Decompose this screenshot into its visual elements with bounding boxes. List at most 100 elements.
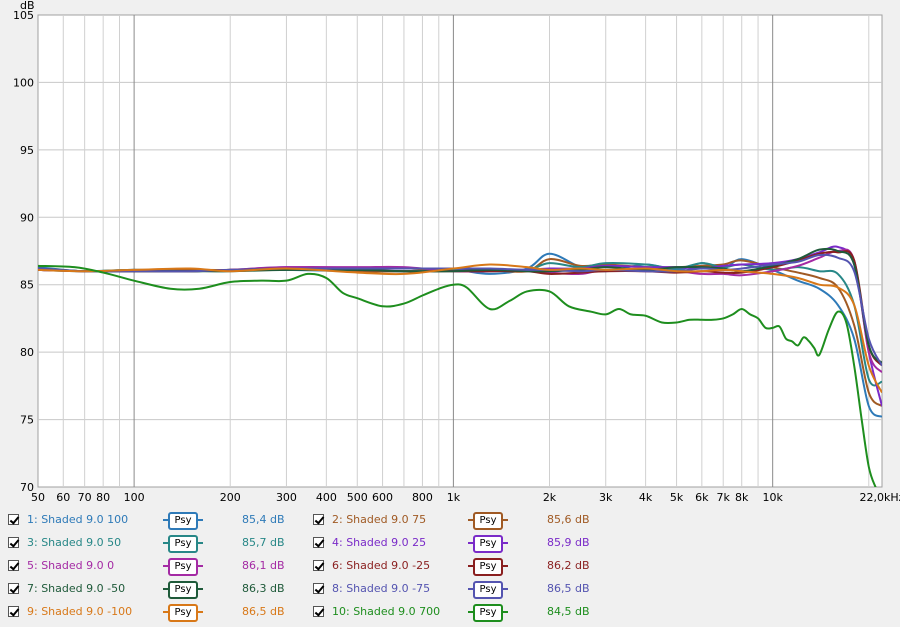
series-visibility-checkbox[interactable]: [313, 606, 324, 617]
x-tick-label: 2k: [543, 491, 557, 504]
legend-item: 6: Shaded 9.0 -25 Psy 86,2 dB: [313, 557, 613, 576]
legend-item: 9: Shaded 9.0 -100 Psy 86,5 dB: [8, 603, 308, 622]
psy-label: Psy: [473, 558, 503, 576]
y-tick-label: 100: [13, 76, 34, 89]
psy-smoothing-button[interactable]: Psy: [468, 558, 508, 576]
series-layer: [38, 245, 882, 487]
x-tick-label: 400: [316, 491, 337, 504]
psy-smoothing-button[interactable]: Psy: [163, 558, 203, 576]
series-visibility-checkbox[interactable]: [8, 583, 19, 594]
y-tick-label: 105: [13, 9, 34, 22]
x-tick-label: 80: [96, 491, 110, 504]
legend-series-name: 9: Shaded 9.0 -100: [27, 605, 133, 618]
legend-series-value: 85,7 dB: [242, 536, 285, 549]
plot-background: [37, 14, 883, 488]
psy-smoothing-button[interactable]: Psy: [468, 535, 508, 553]
series-visibility-checkbox[interactable]: [8, 514, 19, 525]
legend-item: 5: Shaded 9.0 0 Psy 86,1 dB: [8, 557, 308, 576]
psy-label: Psy: [473, 604, 503, 622]
legend-series-name: 3: Shaded 9.0 50: [27, 536, 122, 549]
x-tick-label: 600: [372, 491, 393, 504]
legend-series-value: 85,6 dB: [547, 513, 590, 526]
x-tick-label: 22,0kHz: [860, 491, 900, 504]
legend-series-value: 86,1 dB: [242, 559, 285, 572]
psy-label: Psy: [168, 604, 198, 622]
legend-series-value: 86,5 dB: [242, 605, 285, 618]
legend-series-name: 1: Shaded 9.0 100: [27, 513, 129, 526]
series-line: [38, 263, 882, 394]
legend-item: 8: Shaded 9.0 -75 Psy 86,5 dB: [313, 580, 613, 599]
y-axis-unit-label: dB: [20, 0, 35, 12]
legend-series-name: 6: Shaded 9.0 -25: [332, 559, 431, 572]
legend-series-value: 86,5 dB: [547, 582, 590, 595]
legend-item: 2: Shaded 9.0 75 Psy 85,6 dB: [313, 511, 613, 530]
y-tick-label: 85: [20, 279, 34, 292]
psy-label: Psy: [168, 535, 198, 553]
series-visibility-checkbox[interactable]: [313, 514, 324, 525]
x-tick-label: 100: [124, 491, 145, 504]
legend-item: 4: Shaded 9.0 25 Psy 85,9 dB: [313, 534, 613, 553]
x-tick-label: 1k: [447, 491, 461, 504]
psy-smoothing-button[interactable]: Psy: [468, 512, 508, 530]
x-tick-label: 200: [220, 491, 241, 504]
series-visibility-checkbox[interactable]: [313, 560, 324, 571]
legend-series-name: 2: Shaded 9.0 75: [332, 513, 427, 526]
y-tick-label: 80: [20, 346, 34, 359]
vertical-grid: [62, 15, 870, 487]
psy-smoothing-button[interactable]: Psy: [163, 535, 203, 553]
legend-item: 7: Shaded 9.0 -50 Psy 86,3 dB: [8, 580, 308, 599]
x-tick-label: 3k: [599, 491, 613, 504]
psy-smoothing-button[interactable]: Psy: [163, 581, 203, 599]
psy-label: Psy: [473, 581, 503, 599]
series-visibility-checkbox[interactable]: [313, 583, 324, 594]
x-tick-label: 8k: [735, 491, 749, 504]
series-visibility-checkbox[interactable]: [8, 537, 19, 548]
legend-series-value: 84,5 dB: [547, 605, 590, 618]
x-tick-label: 800: [412, 491, 433, 504]
x-tick-label: 50: [31, 491, 45, 504]
legend-item: 1: Shaded 9.0 100 Psy 85,4 dB: [8, 511, 308, 530]
legend: 1: Shaded 9.0 100 Psy 85,4 dB 2: Shaded 9.0…: [0, 508, 900, 627]
x-tick-label: 70: [78, 491, 92, 504]
x-tick-label: 60: [56, 491, 70, 504]
psy-label: Psy: [473, 535, 503, 553]
y-tick-label: 70: [20, 481, 34, 494]
psy-smoothing-button[interactable]: Psy: [163, 604, 203, 622]
frequency-response-chart: dB 70 75 80 85 90 95 100 105 50 60 70 80 100 200 300 4…: [13, 0, 900, 504]
x-tick-label: 6k: [695, 491, 709, 504]
psy-smoothing-button[interactable]: Psy: [163, 512, 203, 530]
legend-series-value: 85,4 dB: [242, 513, 285, 526]
x-tick-label: 300: [276, 491, 297, 504]
legend-series-value: 85,9 dB: [547, 536, 590, 549]
psy-label: Psy: [168, 512, 198, 530]
x-tick-label: 5k: [670, 491, 684, 504]
legend-series-value: 86,3 dB: [242, 582, 285, 595]
series-line: [38, 264, 877, 487]
psy-label: Psy: [168, 558, 198, 576]
x-axis-ticks: 50 60 70 80 100 200 300 400 500 600 800 1k 2k 3k 4k 5k 6…: [31, 491, 900, 504]
legend-series-value: 86,2 dB: [547, 559, 590, 572]
y-tick-label: 95: [20, 144, 34, 157]
legend-series-name: 8: Shaded 9.0 -75: [332, 582, 431, 595]
x-tick-label: 7k: [717, 491, 731, 504]
legend-series-name: 7: Shaded 9.0 -50: [27, 582, 126, 595]
x-tick-label: 4k: [639, 491, 653, 504]
psy-label: Psy: [168, 581, 198, 599]
series-visibility-checkbox[interactable]: [313, 537, 324, 548]
psy-smoothing-button[interactable]: Psy: [468, 604, 508, 622]
x-tick-label: 10k: [762, 491, 783, 504]
legend-item: 3: Shaded 9.0 50 Psy 85,7 dB: [8, 534, 308, 553]
legend-series-name: 4: Shaded 9.0 25: [332, 536, 427, 549]
x-tick-label: 500: [347, 491, 368, 504]
series-visibility-checkbox[interactable]: [8, 560, 19, 571]
psy-label: Psy: [473, 512, 503, 530]
legend-item: 10: Shaded 9.0 700 Psy 84,5 dB: [313, 603, 613, 622]
y-axis-ticks: 70 75 80 85 90 95 100 105: [13, 9, 34, 494]
psy-smoothing-button[interactable]: Psy: [468, 581, 508, 599]
series-line: [38, 253, 882, 367]
y-tick-label: 75: [20, 414, 34, 427]
series-visibility-checkbox[interactable]: [8, 606, 19, 617]
y-tick-label: 90: [20, 211, 34, 224]
legend-series-name: 5: Shaded 9.0 0: [27, 559, 115, 572]
legend-series-name: 10: Shaded 9.0 700: [332, 605, 441, 618]
